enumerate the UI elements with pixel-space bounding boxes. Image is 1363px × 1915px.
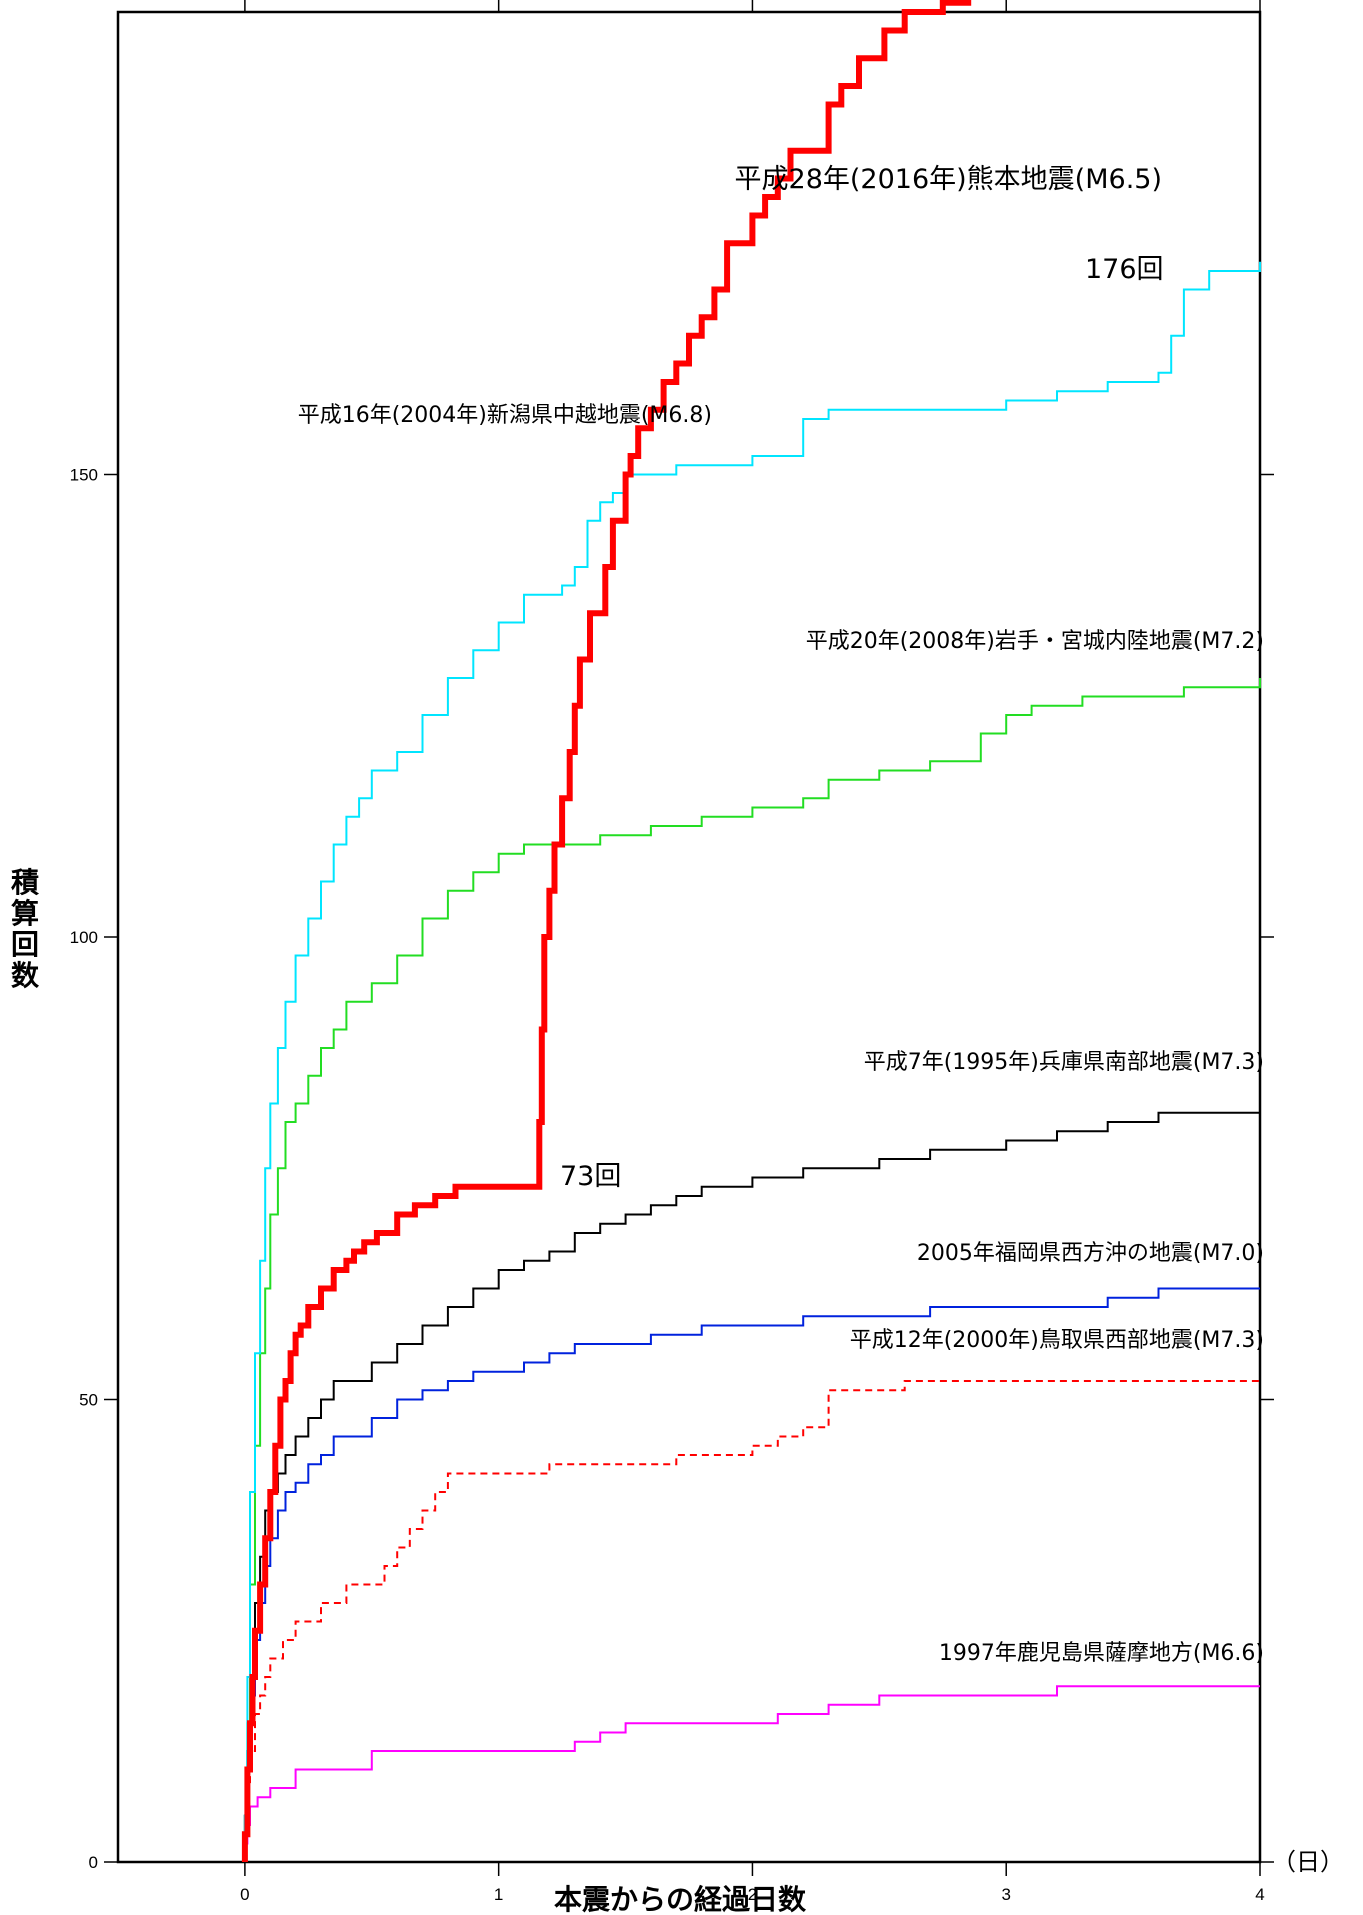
- series-label-hyogo: 平成7年(1995年)兵庫県南部地震(M7.3): [864, 1050, 1264, 1075]
- series-layer: [241, 0, 1261, 1862]
- annotation-176: 176回: [1085, 254, 1164, 285]
- series-label-kumamoto: 平成28年(2016年)熊本地震(M6.5): [735, 164, 1162, 195]
- series-label-fukuoka: 2005年福岡県西方沖の地震(M7.0): [917, 1241, 1264, 1266]
- series-line-4: [243, 1287, 1260, 1862]
- y-tick-label-1: 50: [79, 1391, 98, 1410]
- series-label-chuetsu: 平成16年(2004年)新潟県中越地震(M6.8): [298, 403, 712, 428]
- annotation-73: 73回: [560, 1161, 621, 1192]
- series-label-satsuma: 1997年鹿児島県薩摩地方(M6.6): [939, 1641, 1264, 1666]
- y-tick-label-2: 100: [70, 928, 98, 947]
- label-layer: 平成28年(2016年)熊本地震(M6.5) 平成16年(2004年)新潟県中越…: [11, 164, 1344, 1915]
- y-tick-label-3: 150: [70, 466, 98, 485]
- y-tick-label-0: 0: [89, 1853, 98, 1872]
- axis-ticks: 0 1 2 3 4 0 50 100 150: [70, 0, 1274, 1904]
- series-label-iwate-miyagi: 平成20年(2008年)岩手・宮城内陸地震(M7.2): [806, 629, 1264, 654]
- x-tick-label-0: 0: [240, 1885, 249, 1904]
- plot-frame: [116, 10, 1262, 1864]
- series-line-2: [243, 678, 1261, 1862]
- series-label-tottori: 平成12年(2000年)鳥取県西部地震(M7.3): [850, 1328, 1264, 1353]
- series-line-1: [243, 261, 1261, 1862]
- x-tick-label-4: 4: [1255, 1885, 1264, 1904]
- series-line-6: [243, 1685, 1260, 1862]
- x-tick-label-2: 2: [748, 1885, 757, 1904]
- x-axis-title: 本震からの経過日数: [554, 1883, 807, 1915]
- x-tick-label-3: 3: [1001, 1885, 1010, 1904]
- x-tick-label-1: 1: [494, 1885, 503, 1904]
- series-line-0: [241, 0, 972, 1862]
- x-axis-unit: （日）: [1272, 1848, 1344, 1876]
- series-line-5: [243, 1380, 1260, 1862]
- y-axis-title: 積算回数: [11, 866, 40, 992]
